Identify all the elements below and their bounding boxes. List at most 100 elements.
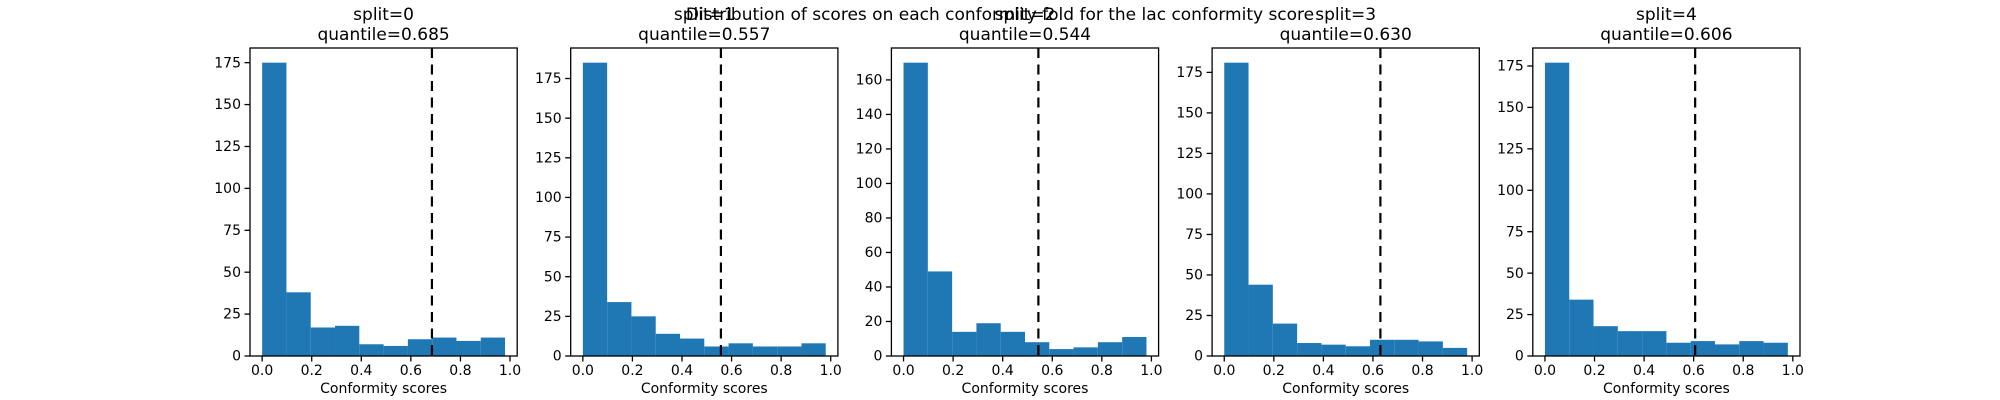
histogram-bar: [1345, 346, 1370, 356]
axes-frame: [1211, 47, 1480, 357]
subplot-title-split: split=3: [1315, 5, 1376, 25]
y-tick-label: 100: [856, 176, 883, 192]
histogram-bar: [1000, 331, 1025, 356]
subplot-title-quantile: quantile=0.557: [638, 25, 770, 45]
y-tick-label: 0: [1194, 349, 1203, 365]
histogram-bar: [1272, 323, 1298, 356]
histogram-bar: [1122, 337, 1147, 356]
x-tick-label: 0.4: [350, 363, 372, 379]
subplot-split=0: 0 25 50 75 100 125 150 175 0.0 0.2 0.4 0.6 0.8 1.0 Con…: [214, 5, 521, 397]
histogram-bar: [1690, 341, 1715, 356]
y-tick-label: 0: [1515, 349, 1524, 365]
y-tick-label: 50: [223, 265, 241, 281]
histogram-bar: [680, 338, 705, 356]
histogram-bar: [1418, 341, 1443, 356]
histogram-bar: [704, 346, 729, 356]
x-axis-label: Conformity scores: [641, 381, 768, 397]
x-tick-label: 1.0: [820, 363, 842, 379]
x-tick-label: 0.6: [1683, 363, 1705, 379]
y-tick-label: 175: [214, 55, 241, 71]
histogram-bar: [801, 343, 826, 356]
x-axis-label: Conformity scores: [1282, 381, 1409, 397]
histogram-bar: [607, 302, 632, 356]
x-tick-label: 0.6: [400, 363, 422, 379]
histogram-bar: [752, 346, 778, 356]
histogram-bar: [728, 343, 753, 356]
histogram-bar: [1569, 299, 1594, 356]
y-tick-label: 0: [553, 349, 562, 365]
x-tick-label: 1.0: [499, 363, 521, 379]
y-tick-label: 150: [1497, 100, 1524, 116]
histogram-bar: [335, 325, 360, 356]
y-tick-label: 125: [1497, 141, 1524, 157]
histogram-bar: [1097, 342, 1123, 356]
x-tick-label: 0.8: [770, 363, 792, 379]
y-tick-label: 100: [1176, 187, 1203, 203]
y-tick-label: 60: [865, 245, 883, 261]
histogram-bar: [1714, 344, 1740, 356]
subplot-split=2: 0 20 40 60 80 100 120 140 160 0.0 0.2 0.4 0.6 0.8 1.0 C…: [856, 5, 1163, 397]
x-tick-label: 0.4: [1633, 363, 1655, 379]
y-tick-label: 80: [865, 211, 883, 227]
figure-suptitle: Distribution of scores on each conformit…: [685, 5, 1315, 25]
subplot-title-split: split=4: [1636, 5, 1697, 25]
histogram-bar: [582, 62, 608, 357]
histogram-bar: [1321, 344, 1346, 356]
y-tick-label: 75: [1185, 227, 1203, 243]
x-tick-label: 1.0: [1782, 363, 1804, 379]
x-tick-label: 0.8: [1091, 363, 1113, 379]
x-tick-label: 0.2: [1583, 363, 1605, 379]
histogram-bar: [359, 344, 384, 356]
x-tick-label: 0.0: [1213, 363, 1235, 379]
x-tick-label: 0.6: [720, 363, 742, 379]
y-tick-label: 125: [535, 150, 562, 166]
histogram-bar: [903, 62, 928, 357]
x-tick-label: 0.2: [1263, 363, 1285, 379]
x-tick-label: 0.0: [572, 363, 594, 379]
histogram-bar: [310, 327, 336, 356]
histogram-bar: [1593, 326, 1618, 356]
axes-frame: [1532, 47, 1801, 357]
x-tick-label: 0.2: [942, 363, 964, 379]
histogram-bar: [1073, 347, 1098, 356]
subplot-title-split: split=1: [674, 5, 735, 25]
x-axis-label: Conformity scores: [962, 381, 1089, 397]
y-tick-label: 125: [1176, 146, 1203, 162]
histogram-bar: [1049, 349, 1074, 356]
y-tick-label: 125: [214, 139, 241, 155]
axes-frame: [249, 47, 518, 357]
histogram-bar: [1544, 62, 1570, 357]
histogram-bar: [777, 346, 802, 356]
histogram-bar: [1025, 342, 1050, 356]
x-tick-label: 0.6: [1041, 363, 1063, 379]
x-tick-label: 0.8: [449, 363, 471, 379]
y-tick-label: 50: [1185, 268, 1203, 284]
histogram-bar: [952, 331, 977, 356]
histogram-bar: [1763, 342, 1788, 356]
x-tick-label: 0.0: [892, 363, 914, 379]
y-tick-label: 50: [1506, 266, 1524, 282]
histogram-bar: [1739, 341, 1764, 356]
y-tick-label: 75: [223, 223, 241, 239]
subplot-split=4: 0 25 50 75 100 125 150 175 0.0 0.2 0.4 0.6 0.8 1.0 Con…: [1497, 5, 1804, 397]
x-tick-label: 0.8: [1732, 363, 1754, 379]
subplot-title-split: split=0: [353, 5, 414, 25]
y-tick-label: 0: [873, 349, 882, 365]
subplot-title-split: split=2: [995, 5, 1056, 25]
histogram-bar: [407, 339, 433, 356]
histogram-bar: [1642, 331, 1667, 356]
histogram-bar: [976, 323, 1001, 356]
subplot-title-quantile: quantile=0.606: [1600, 25, 1732, 45]
histogram-bar: [262, 62, 287, 357]
y-tick-label: 175: [1497, 59, 1524, 75]
y-tick-label: 75: [544, 230, 562, 246]
histogram-bar: [432, 337, 457, 356]
histogram-bar: [655, 333, 681, 356]
y-tick-label: 150: [1176, 106, 1203, 122]
y-tick-label: 150: [535, 111, 562, 127]
y-tick-label: 100: [1497, 183, 1524, 199]
y-tick-label: 25: [1506, 307, 1524, 323]
axes-frame: [570, 47, 839, 357]
histogram-bar: [631, 316, 656, 356]
x-tick-label: 0.4: [1312, 363, 1334, 379]
